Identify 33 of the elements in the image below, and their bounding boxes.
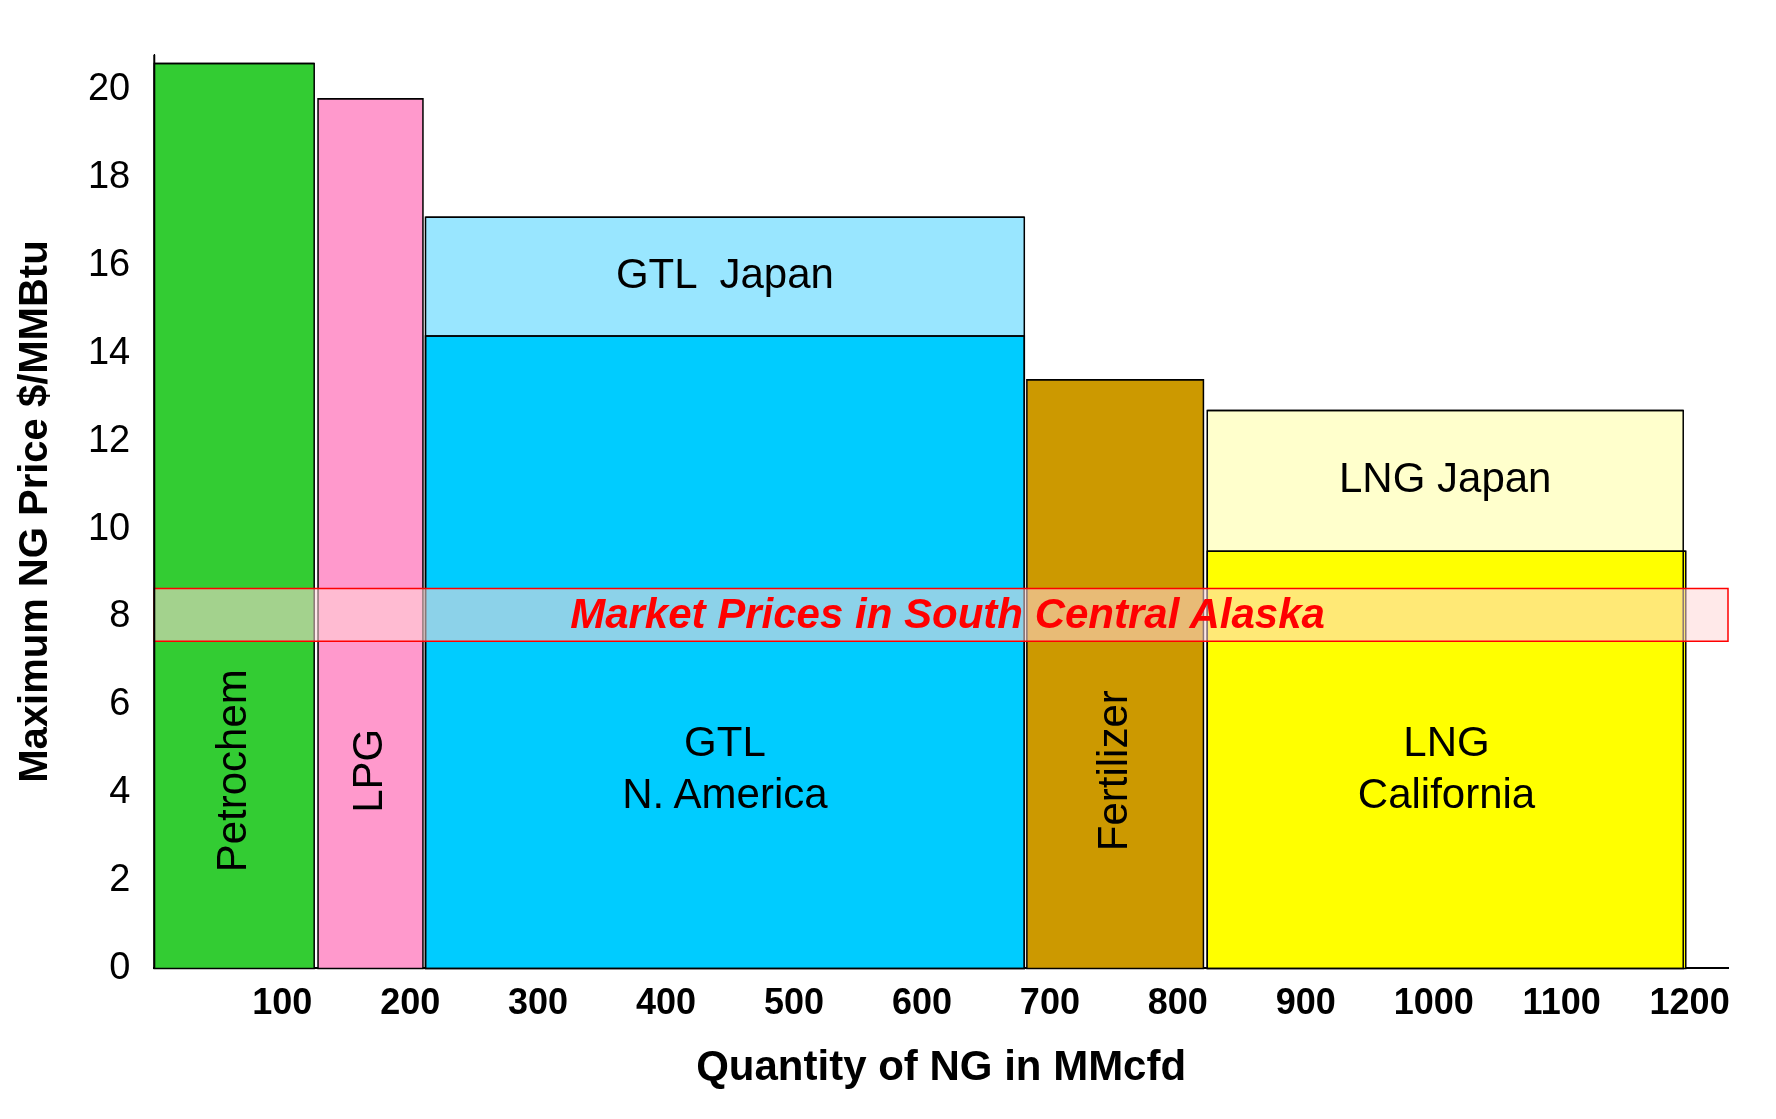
y-axis-title: Maximum NG Price $/MMBtu xyxy=(11,240,56,783)
band-label: Market Prices in South Central Alaska xyxy=(570,590,1325,638)
x-tick-label: 1200 xyxy=(1649,980,1730,1022)
series-label: Fertilizer xyxy=(1088,690,1136,852)
y-tick-label: 6 xyxy=(109,681,131,724)
y-tick-label: 14 xyxy=(87,329,131,372)
series-label: Petrochem xyxy=(207,669,255,873)
x-tick-label: 1000 xyxy=(1393,980,1474,1022)
x-tick-label: 100 xyxy=(252,980,313,1022)
series-label: GTL Japan xyxy=(615,250,834,298)
x-tick-label: 800 xyxy=(1147,980,1208,1022)
x-tick-label: 200 xyxy=(380,980,441,1022)
x-tick-label: 300 xyxy=(508,980,569,1022)
x-tick-label: 600 xyxy=(891,980,952,1022)
series-label: LNG California xyxy=(1357,718,1536,818)
x-tick-label: 400 xyxy=(636,980,697,1022)
series-label: GTL N. America xyxy=(622,718,829,818)
y-tick-label: 2 xyxy=(109,857,131,900)
x-tick-label: 700 xyxy=(1019,980,1080,1022)
y-tick-label: 18 xyxy=(87,154,131,197)
x-tick-label: 1100 xyxy=(1522,980,1601,1022)
series-label: LPG xyxy=(344,728,392,813)
y-tick-label: 0 xyxy=(109,944,131,987)
series-label: LNG Japan xyxy=(1339,454,1552,502)
x-tick-label: 900 xyxy=(1275,980,1336,1022)
y-tick-label: 16 xyxy=(87,242,131,285)
y-tick-label: 10 xyxy=(87,505,131,548)
x-tick-label: 500 xyxy=(763,980,825,1022)
y-tick-label: 20 xyxy=(87,66,131,109)
y-tick-label: 12 xyxy=(87,417,131,460)
x-axis-title: Quantity of NG in MMcfd xyxy=(696,1042,1187,1090)
y-tick-label: 4 xyxy=(109,769,131,812)
y-tick-label: 8 xyxy=(109,593,131,636)
